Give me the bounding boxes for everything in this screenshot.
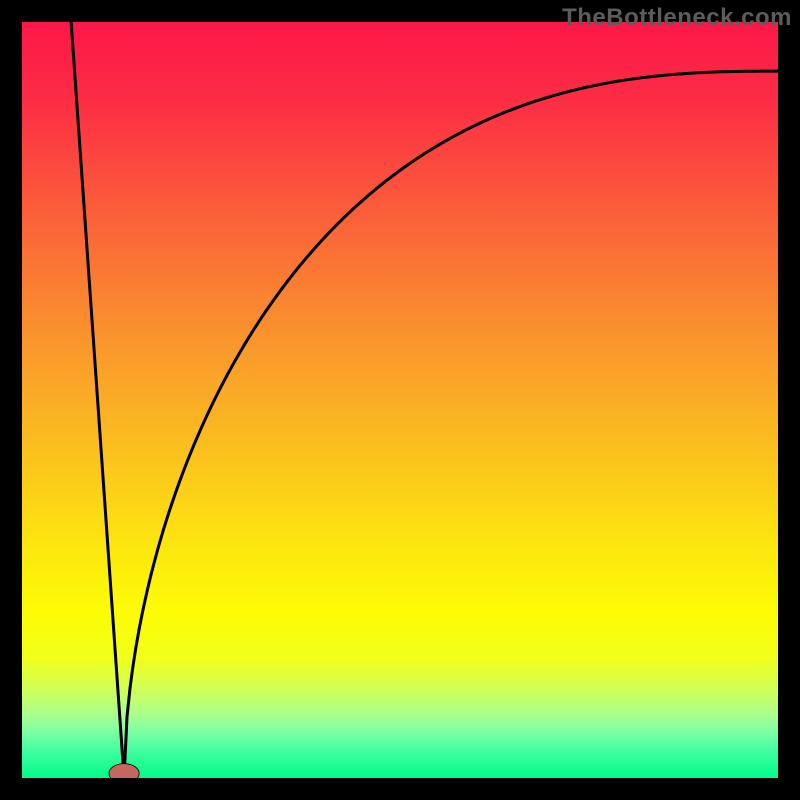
plot-area bbox=[22, 22, 778, 778]
gradient-background bbox=[22, 22, 778, 778]
chart-svg bbox=[22, 22, 778, 778]
watermark-text: TheBottleneck.com bbox=[562, 4, 792, 32]
chart-frame: TheBottleneck.com bbox=[0, 0, 800, 800]
